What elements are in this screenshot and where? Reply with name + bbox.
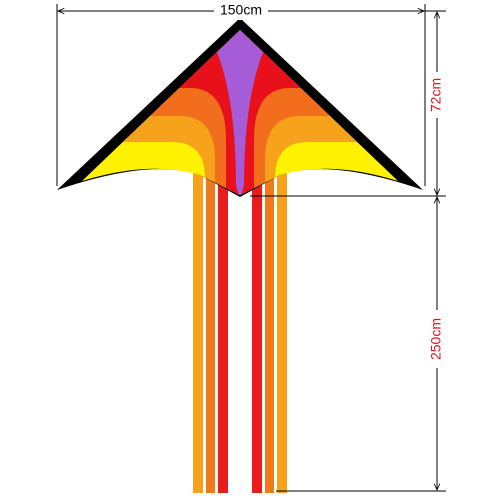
tail-dimension: 250cm [276,197,446,492]
tail-label: 250cm [428,318,444,360]
tail [206,170,215,493]
tail [193,170,203,493]
width-dimension: 150cm [56,2,426,186]
tail [265,170,274,493]
width-label: 150cm [220,2,262,18]
left-bands [82,30,240,195]
height-label: 72cm [428,78,444,112]
tail [277,170,287,493]
height-dimension: 72cm [250,10,446,197]
tail [218,170,228,493]
center-panel [200,30,280,195]
tail [252,170,262,493]
tails [193,170,287,493]
